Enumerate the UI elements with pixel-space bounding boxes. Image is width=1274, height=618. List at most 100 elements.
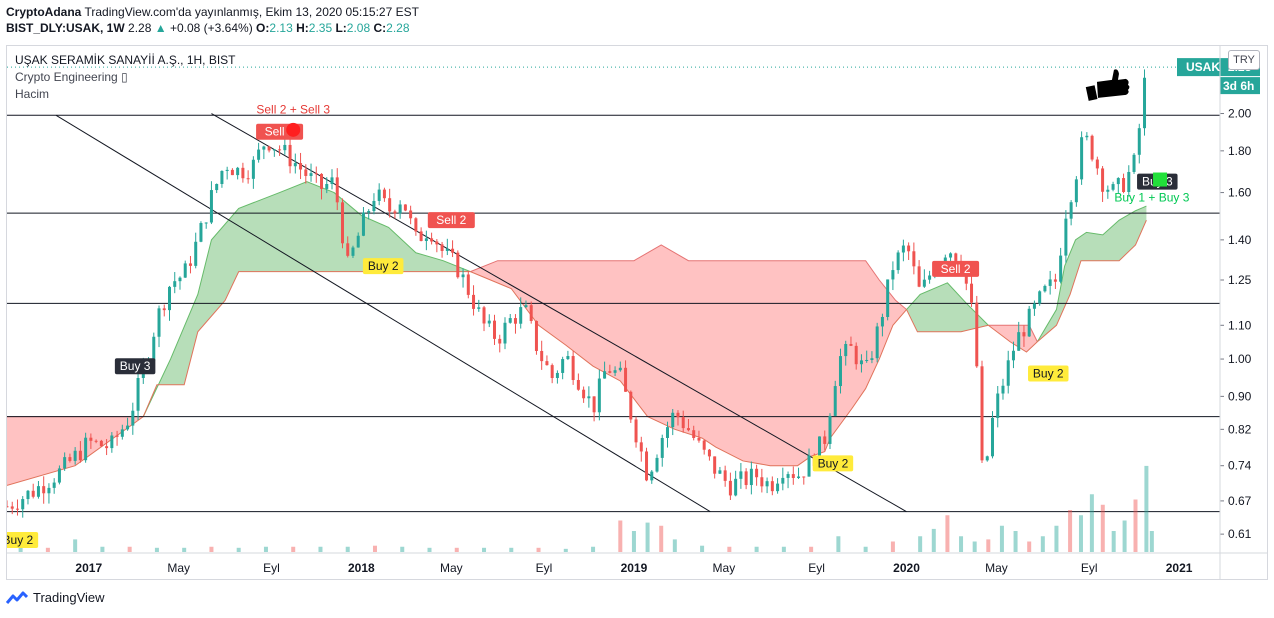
candle-body xyxy=(466,274,470,295)
candle-body xyxy=(26,490,30,500)
volume-bar xyxy=(645,522,650,552)
candle-body xyxy=(624,367,628,392)
candle-body xyxy=(1032,303,1036,309)
candle-body xyxy=(84,437,88,461)
volume-bar xyxy=(372,545,377,552)
candle-body xyxy=(236,167,240,176)
volume-bar xyxy=(754,546,759,552)
cloud-span-a-5 xyxy=(1036,205,1147,343)
candle-body xyxy=(1095,159,1099,169)
candle-body xyxy=(870,358,874,360)
candle-body xyxy=(225,169,229,171)
signal-badge-6 xyxy=(812,455,854,472)
candle-body xyxy=(209,190,213,223)
candle-body xyxy=(1116,178,1120,185)
x-tick-label: 2018 xyxy=(348,561,375,575)
volume-bar xyxy=(945,515,950,552)
candle-body xyxy=(949,253,953,258)
high-label: H: xyxy=(296,21,309,35)
candle-body xyxy=(31,490,35,497)
candle-body xyxy=(566,356,570,360)
volume-bar xyxy=(127,546,132,552)
candle-body xyxy=(372,200,376,212)
candle-body xyxy=(686,428,690,431)
brand-name: TradingView xyxy=(33,590,105,605)
candle-body xyxy=(597,378,601,413)
sell-dot-icon xyxy=(286,122,301,137)
volume-bar xyxy=(100,546,105,552)
countdown-label: 3d 6h xyxy=(1223,79,1254,93)
candle-body xyxy=(833,386,837,416)
thumbs-up-icon xyxy=(1085,69,1130,101)
signal-label-2: Sell 2 xyxy=(436,213,466,227)
volume-bar xyxy=(672,539,677,552)
candle-body xyxy=(576,380,580,390)
candle-body xyxy=(94,440,98,442)
footer-brand[interactable]: TradingView xyxy=(6,590,105,605)
candle-body xyxy=(472,294,476,309)
candle-body xyxy=(1027,308,1031,337)
candle-body xyxy=(105,446,109,449)
candle-body xyxy=(802,476,806,478)
candle-body xyxy=(901,245,905,253)
candle-body xyxy=(519,307,523,324)
candle-body xyxy=(63,457,67,469)
candle-body xyxy=(980,366,984,461)
candle-body xyxy=(634,419,638,443)
price-change: +0.08 (+3.64%) xyxy=(169,21,253,35)
candle-body xyxy=(283,144,287,151)
candle-body xyxy=(367,211,371,213)
candle-body xyxy=(1132,154,1136,172)
candle-body xyxy=(1074,179,1078,203)
candle-body xyxy=(996,393,1000,418)
volume-bar xyxy=(263,546,268,552)
candle-body xyxy=(293,163,297,167)
candle-body xyxy=(849,343,853,346)
volume-bar xyxy=(1013,531,1018,552)
candle-body xyxy=(115,435,119,437)
cloud-span-b-2 xyxy=(470,271,907,467)
candle-body xyxy=(388,198,392,212)
candle-body xyxy=(912,251,916,267)
publisher-name[interactable]: CryptoAdana xyxy=(6,5,82,19)
volume-bar xyxy=(563,548,568,552)
low-value: 2.08 xyxy=(346,21,371,35)
candle-body xyxy=(15,508,19,510)
candle-body xyxy=(440,244,444,251)
signal-label-5: Buy 2 xyxy=(368,259,399,273)
candle-body xyxy=(435,241,439,245)
candle-body xyxy=(660,437,664,458)
currency-button[interactable]: TRY xyxy=(1228,50,1260,70)
candle-body xyxy=(1101,168,1105,192)
candle-body xyxy=(1059,255,1063,282)
candle-body xyxy=(786,474,790,478)
candle-body xyxy=(487,320,491,324)
indicator-name[interactable]: Crypto Engineering xyxy=(15,70,118,84)
candle-body xyxy=(361,212,365,236)
candle-body xyxy=(728,480,732,496)
candle-body xyxy=(120,429,124,437)
candle-body xyxy=(1143,77,1147,129)
candle-body xyxy=(555,372,559,379)
open-value: 2.13 xyxy=(269,21,293,35)
candle-body xyxy=(493,320,497,339)
candle-body xyxy=(1053,279,1057,282)
candle-body xyxy=(393,211,397,214)
candle-body xyxy=(183,263,187,278)
candle-body xyxy=(173,281,177,287)
candle-body xyxy=(765,481,769,487)
candle-body xyxy=(1017,332,1021,351)
candle-body xyxy=(1043,285,1047,292)
candle-body xyxy=(309,173,313,176)
candle-body xyxy=(110,435,114,449)
volume-bar xyxy=(182,547,187,552)
candle-body xyxy=(838,356,842,387)
volume-bar xyxy=(291,546,296,552)
candle-body xyxy=(513,318,517,324)
candle-body xyxy=(818,436,822,467)
candle-body xyxy=(1011,350,1015,361)
candle-body xyxy=(592,396,596,413)
candle-body xyxy=(545,361,549,366)
candle-body xyxy=(89,437,93,441)
